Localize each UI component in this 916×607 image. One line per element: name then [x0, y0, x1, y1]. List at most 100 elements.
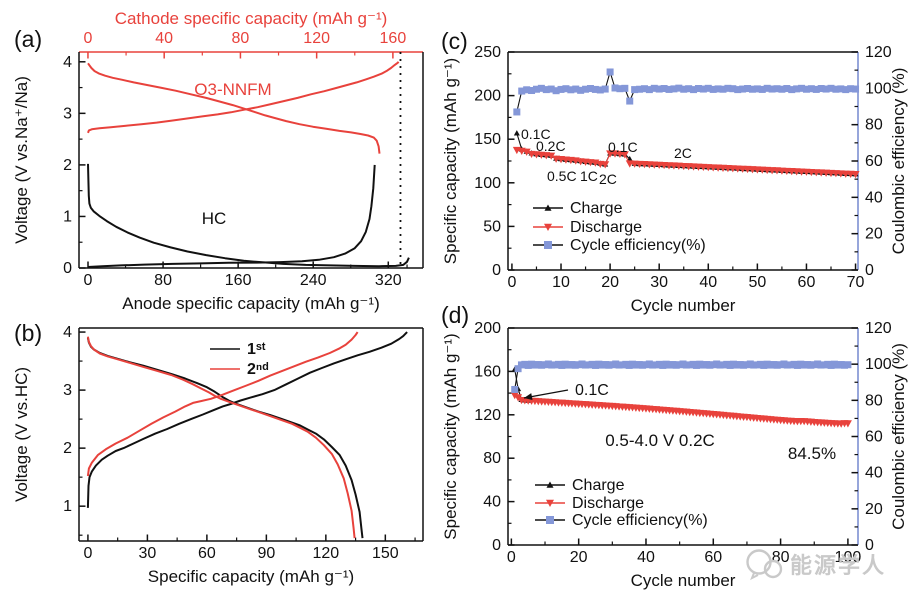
svg-text:Discharge: Discharge [572, 495, 644, 512]
series-hc-discharge [87, 163, 410, 268]
svg-text:50: 50 [483, 218, 501, 235]
svg-text:30: 30 [139, 545, 157, 562]
svg-text:Specific capacity (mAh g⁻¹): Specific capacity (mAh g⁻¹) [441, 58, 460, 264]
svg-text:40: 40 [699, 274, 717, 291]
svg-text:2ⁿᵈ: 2ⁿᵈ [247, 361, 269, 378]
svg-text:30: 30 [650, 274, 668, 291]
svg-text:80: 80 [232, 30, 250, 47]
svg-text:Cycle number: Cycle number [631, 296, 736, 315]
svg-text:4: 4 [63, 324, 72, 341]
svg-text:Cycle number: Cycle number [631, 571, 736, 590]
svg-text:0.1C: 0.1C [575, 382, 609, 399]
svg-text:90: 90 [257, 545, 275, 562]
svg-text:0: 0 [507, 274, 516, 291]
svg-text:0: 0 [84, 30, 93, 47]
svg-text:200: 200 [474, 88, 501, 105]
svg-text:2C: 2C [674, 145, 692, 161]
panel-label-c: (c) [441, 28, 468, 54]
svg-text:0.1C: 0.1C [608, 139, 638, 155]
svg-text:0: 0 [865, 537, 874, 554]
svg-text:50: 50 [748, 274, 766, 291]
svg-text:200: 200 [474, 320, 501, 337]
svg-text:4: 4 [63, 54, 72, 71]
svg-text:2C: 2C [599, 171, 617, 187]
svg-text:20: 20 [865, 501, 883, 518]
series-1st-charge [86, 331, 408, 508]
panel-a-plot: 0 80 160 240 3 2 0 Anode specific capacity (mAh… [12, 9, 424, 313]
svg-text:60: 60 [198, 545, 216, 562]
svg-text:120: 120 [865, 320, 892, 337]
svg-text:120: 120 [865, 44, 892, 61]
watermark: 能源学人 [744, 546, 886, 582]
svg-text:Coulombic efficiency (%): Coulombic efficiency (%) [889, 343, 908, 530]
svg-text:150: 150 [474, 131, 501, 148]
svg-text:0.1C: 0.1C [521, 126, 551, 142]
series-o3-nnfm-charge [87, 61, 400, 134]
svg-text:O3-NNFM: O3-NNFM [194, 80, 271, 99]
svg-text:120: 120 [312, 545, 339, 562]
svg-text:80: 80 [865, 117, 883, 134]
panel-label-b: (b) [14, 320, 43, 346]
svg-text:160: 160 [474, 363, 501, 380]
svg-text:20: 20 [570, 549, 588, 566]
svg-text:250: 250 [474, 44, 501, 61]
svg-text:150: 150 [372, 545, 399, 562]
svg-text:Specific capacity (mAh g⁻¹): Specific capacity (mAh g⁻¹) [148, 567, 354, 586]
panel-label-a: (a) [14, 26, 43, 52]
svg-text:240: 240 [300, 272, 327, 289]
svg-text:120: 120 [303, 30, 330, 47]
svg-text:HC: HC [202, 209, 227, 228]
watermark-text: 能源学人 [790, 553, 887, 578]
svg-text:2: 2 [63, 440, 72, 457]
svg-text:0.2C: 0.2C [536, 138, 566, 154]
svg-text:2: 2 [63, 157, 72, 174]
svg-text:0: 0 [507, 549, 516, 566]
svg-text:Charge: Charge [570, 200, 623, 217]
svg-text:60: 60 [704, 549, 722, 566]
svg-text:0: 0 [84, 272, 93, 289]
series-hc-charge [87, 164, 376, 268]
svg-text:60: 60 [865, 153, 883, 170]
svg-text:Discharge: Discharge [570, 219, 642, 236]
svg-text:Voltage (V vs.HC): Voltage (V vs.HC) [12, 367, 31, 502]
svg-text:20: 20 [601, 274, 619, 291]
series-discharge [516, 149, 856, 175]
svg-text:160: 160 [225, 272, 252, 289]
svg-text:70: 70 [847, 274, 865, 291]
svg-text:0: 0 [492, 537, 501, 554]
svg-text:Anode specific capacity (mAh g: Anode specific capacity (mAh g⁻¹) [122, 294, 379, 313]
svg-text:Cathode specific capacity (mAh: Cathode specific capacity (mAh g⁻¹) [115, 9, 388, 28]
svg-text:60: 60 [865, 429, 883, 446]
svg-text:Cycle efficiency(%): Cycle efficiency(%) [570, 237, 706, 254]
svg-text:80: 80 [483, 450, 501, 467]
svg-text:0: 0 [83, 545, 92, 562]
svg-text:Cycle efficiency(%): Cycle efficiency(%) [572, 512, 708, 529]
svg-text:1: 1 [63, 498, 72, 515]
svg-text:Charge: Charge [572, 477, 625, 494]
series-o3-nnfm-discharge [87, 62, 381, 154]
svg-text:100: 100 [835, 549, 862, 566]
watermark-logo-icon [746, 549, 783, 581]
panel-b-plot: 0 30 60 90 120 150 Specific capacity (mAh g⁻¹)… [12, 324, 424, 586]
svg-text:3: 3 [63, 105, 72, 122]
svg-text:80: 80 [154, 272, 172, 289]
svg-text:1ˢᵗ: 1ˢᵗ [247, 341, 266, 358]
panel-label-d: (d) [441, 302, 470, 328]
svg-text:160: 160 [380, 30, 407, 47]
svg-text:10: 10 [552, 274, 570, 291]
svg-text:20: 20 [865, 226, 883, 243]
svg-text:80: 80 [865, 392, 883, 409]
svg-text:3: 3 [63, 382, 72, 399]
svg-text:40: 40 [865, 465, 883, 482]
svg-text:1C: 1C [580, 168, 598, 184]
svg-text:120: 120 [474, 407, 501, 424]
svg-text:40: 40 [637, 549, 655, 566]
svg-text:0: 0 [865, 262, 874, 279]
svg-text:Coulombic efficiency (%): Coulombic efficiency (%) [889, 68, 908, 255]
svg-text:60: 60 [798, 274, 816, 291]
series-2nd-charge [86, 331, 359, 477]
svg-text:0: 0 [63, 260, 72, 277]
